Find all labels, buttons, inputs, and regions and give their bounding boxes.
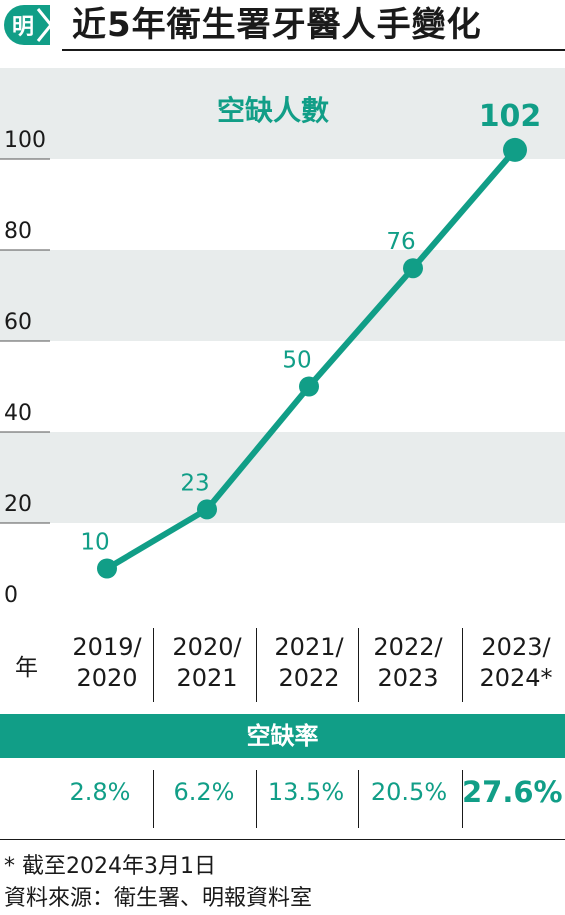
data-point (97, 558, 117, 579)
grid-band (0, 432, 565, 523)
header: 明 近5年衛生署牙醫人手變化 (0, 0, 565, 52)
data-label: 10 (80, 530, 109, 556)
year-cell: 2022/ 2023 (358, 632, 458, 694)
year-line1: 2022/ (373, 633, 443, 661)
ming-pao-logo-icon: 明 (4, 5, 52, 45)
rate-cell: 20.5% (370, 778, 448, 806)
column-divider (358, 628, 359, 702)
year-cell: 2019/ 2020 (57, 632, 157, 694)
footnote-source: 資料來源：衛生署、明報資料室 (4, 886, 313, 911)
page-title: 近5年衛生署牙醫人手變化 (72, 5, 482, 45)
year-line2: 2020 (76, 664, 138, 692)
y-tick-label: 20 (4, 492, 32, 517)
data-label: 76 (386, 229, 415, 255)
bottom-rule (0, 839, 565, 840)
year-line1: 2021/ (274, 633, 344, 661)
year-cell: 2020/ 2021 (157, 632, 257, 694)
year-cell: 2023/ 2024* (466, 632, 565, 694)
grid-band (0, 68, 565, 159)
y-tick-label: 40 (4, 401, 32, 426)
data-label: 23 (180, 470, 209, 496)
column-divider (153, 770, 154, 828)
column-divider (462, 628, 463, 702)
logo-char: 明 (12, 15, 34, 40)
year-line1: 2020/ (172, 633, 242, 661)
vacancy-line-chart: 0 20 40 60 80 100 空缺人數 10 23 50 76 102 (0, 68, 565, 608)
year-cell: 2021/ 2022 (259, 632, 359, 694)
y-tick-label: 100 (4, 128, 46, 153)
year-line2: 2021 (176, 664, 238, 692)
vacancy-rate-row: 2.8% 6.2% 13.5% 20.5% 27.6% (0, 758, 565, 838)
year-row: 年 2019/ 2020 2020/ 2021 2021/ 2022 2022/… (0, 622, 565, 706)
year-line1: 2019/ (72, 633, 142, 661)
rate-cell-highlight: 27.6% (462, 775, 563, 809)
data-point (503, 137, 527, 162)
rate-cell: 13.5% (267, 778, 345, 806)
grid-band (0, 250, 565, 341)
rate-cell: 6.2% (173, 778, 235, 806)
year-line2: 2022 (278, 664, 340, 692)
data-point (299, 376, 319, 397)
column-divider (358, 770, 359, 828)
header-rule (62, 49, 565, 51)
column-divider (153, 628, 154, 702)
footnote-date: * 截至2024年3月1日 (4, 854, 216, 879)
year-line2: 2024* (479, 664, 553, 692)
year-row-label: 年 (15, 655, 38, 681)
vacancy-rate-heading: 空缺率 (0, 714, 565, 758)
column-divider (462, 770, 463, 828)
y-tick-label: 60 (4, 310, 32, 335)
column-divider (256, 628, 257, 702)
data-label: 50 (282, 348, 311, 374)
year-line2: 2023 (377, 664, 439, 692)
data-label: 102 (479, 99, 542, 134)
chart-title: 空缺人數 (217, 94, 329, 127)
y-tick-label: 80 (4, 219, 32, 244)
y-tick-label: 0 (4, 583, 18, 608)
year-line1: 2023/ (481, 633, 551, 661)
rate-cell: 2.8% (69, 778, 131, 806)
data-point (403, 258, 423, 279)
column-divider (256, 770, 257, 828)
data-point (197, 499, 217, 520)
